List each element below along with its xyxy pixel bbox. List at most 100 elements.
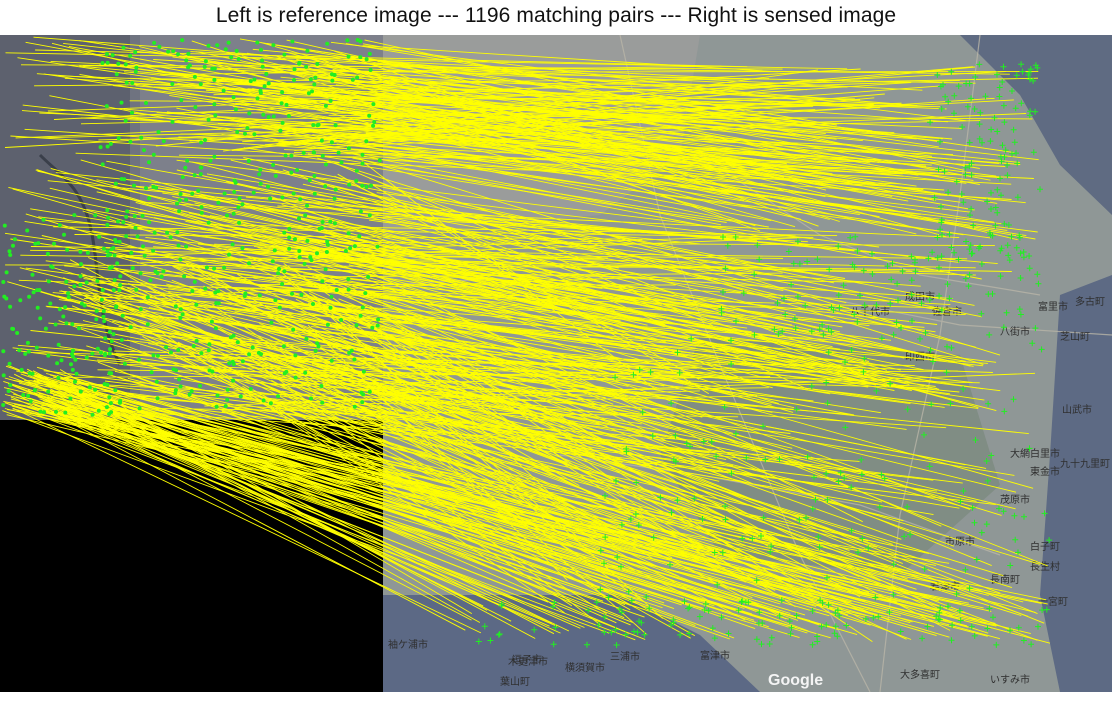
reference-keypoint (121, 220, 126, 225)
sensed-keypoint (849, 261, 856, 268)
sensed-keypoint (989, 290, 996, 297)
sensed-keypoint (481, 623, 488, 630)
sensed-keypoint (996, 505, 1002, 512)
sensed-keypoint (793, 612, 800, 619)
reference-keypoint (280, 90, 285, 95)
sensed-keypoint (1020, 637, 1027, 644)
match-line (318, 66, 974, 123)
reference-keypoint (101, 314, 106, 319)
sensed-keypoint (817, 597, 824, 604)
sensed-keypoint (758, 533, 764, 539)
sensed-keypoint (691, 495, 698, 502)
sensed-keypoint (858, 456, 865, 463)
reference-keypoint (25, 228, 30, 233)
reference-keypoint (271, 114, 276, 119)
sensed-keypoint (946, 295, 953, 302)
sensed-keypoint (1004, 162, 1011, 168)
sensed-keypoint (1000, 508, 1007, 515)
sensed-keypoint (808, 383, 815, 390)
reference-keypoint (193, 105, 198, 110)
reference-keypoint (177, 198, 182, 203)
sensed-keypoint (612, 374, 619, 381)
reference-keypoint (312, 191, 317, 196)
sensed-keypoint (869, 250, 875, 257)
reference-keypoint (21, 393, 26, 397)
sensed-keypoint (1012, 105, 1019, 112)
sensed-keypoint (925, 255, 932, 262)
sensed-keypoint (893, 319, 900, 326)
sensed-keypoint (999, 79, 1006, 85)
reference-keypoint (306, 91, 311, 96)
sensed-keypoint (792, 325, 799, 332)
sensed-keypoint (823, 379, 830, 386)
sensed-keypoint (1035, 623, 1041, 630)
sensed-keypoint (826, 266, 833, 273)
match-line (252, 48, 775, 98)
sensed-keypoint (997, 247, 1004, 254)
sensed-keypoints (475, 61, 1053, 648)
reference-keypoint (271, 163, 276, 167)
sensed-keypoint (618, 521, 625, 528)
sensed-keypoint (978, 529, 985, 536)
reference-keypoint (347, 350, 352, 355)
reference-keypoint (178, 192, 183, 196)
reference-keypoint (114, 239, 118, 244)
sensed-keypoint (955, 256, 962, 263)
reference-keypoint (151, 353, 156, 358)
reference-keypoint (105, 222, 110, 227)
sensed-keypoint (959, 124, 966, 130)
map-place-label: 白子町 (1030, 540, 1060, 553)
reference-keypoint (358, 313, 363, 318)
reference-keypoint (100, 61, 105, 65)
sensed-keypoint (851, 311, 858, 318)
match-line (260, 42, 947, 238)
reference-keypoint (282, 269, 287, 274)
match-line (352, 285, 971, 510)
match-line (166, 283, 1017, 493)
reference-keypoint (144, 101, 148, 105)
reference-keypoint (223, 47, 228, 52)
reference-keypoint (125, 209, 130, 214)
reference-keypoint (101, 309, 106, 314)
sensed-keypoint (992, 204, 999, 211)
match-line (44, 398, 561, 634)
sensed-keypoint (601, 614, 608, 621)
reference-keypoint (79, 262, 83, 267)
reference-keypoint (311, 302, 315, 306)
reference-keypoint (208, 158, 213, 163)
reference-keypoint (180, 175, 185, 180)
reference-keypoint (258, 181, 263, 186)
sensed-keypoint (824, 574, 830, 581)
reference-keypoint (85, 250, 90, 255)
sensed-keypoint (895, 297, 901, 304)
reference-keypoint (320, 153, 325, 158)
sensed-keypoint (843, 622, 850, 629)
sensed-keypoint (996, 93, 1003, 100)
sensed-keypoint (962, 164, 969, 171)
sensed-keypoint (643, 593, 650, 600)
reference-keypoint (304, 64, 309, 69)
reference-keypoint (93, 387, 98, 392)
sensed-keypoint (858, 471, 865, 478)
sensed-keypoint (718, 309, 725, 316)
reference-keypoint (287, 226, 292, 231)
reference-keypoint (206, 220, 211, 225)
match-line (10, 135, 1012, 200)
sensed-keypoint (823, 622, 830, 628)
sensed-keypoint (951, 249, 958, 256)
sensed-keypoint (907, 531, 914, 538)
map-place-label: 富津市 (700, 649, 730, 662)
sensed-keypoint (994, 209, 1001, 216)
reference-keypoint (297, 216, 301, 221)
sensed-keypoint (937, 226, 944, 233)
sensed-keypoint (612, 626, 619, 633)
match-line (168, 287, 936, 387)
sensed-keypoint (953, 590, 960, 597)
sensed-keypoint (738, 599, 745, 605)
map-place-label: 長生村 (1030, 560, 1060, 573)
reference-keypoint (360, 152, 365, 157)
reference-keypoint (258, 167, 263, 172)
reference-keypoint (325, 239, 330, 244)
sensed-keypoint (944, 343, 950, 350)
reference-keypoint (264, 72, 269, 76)
